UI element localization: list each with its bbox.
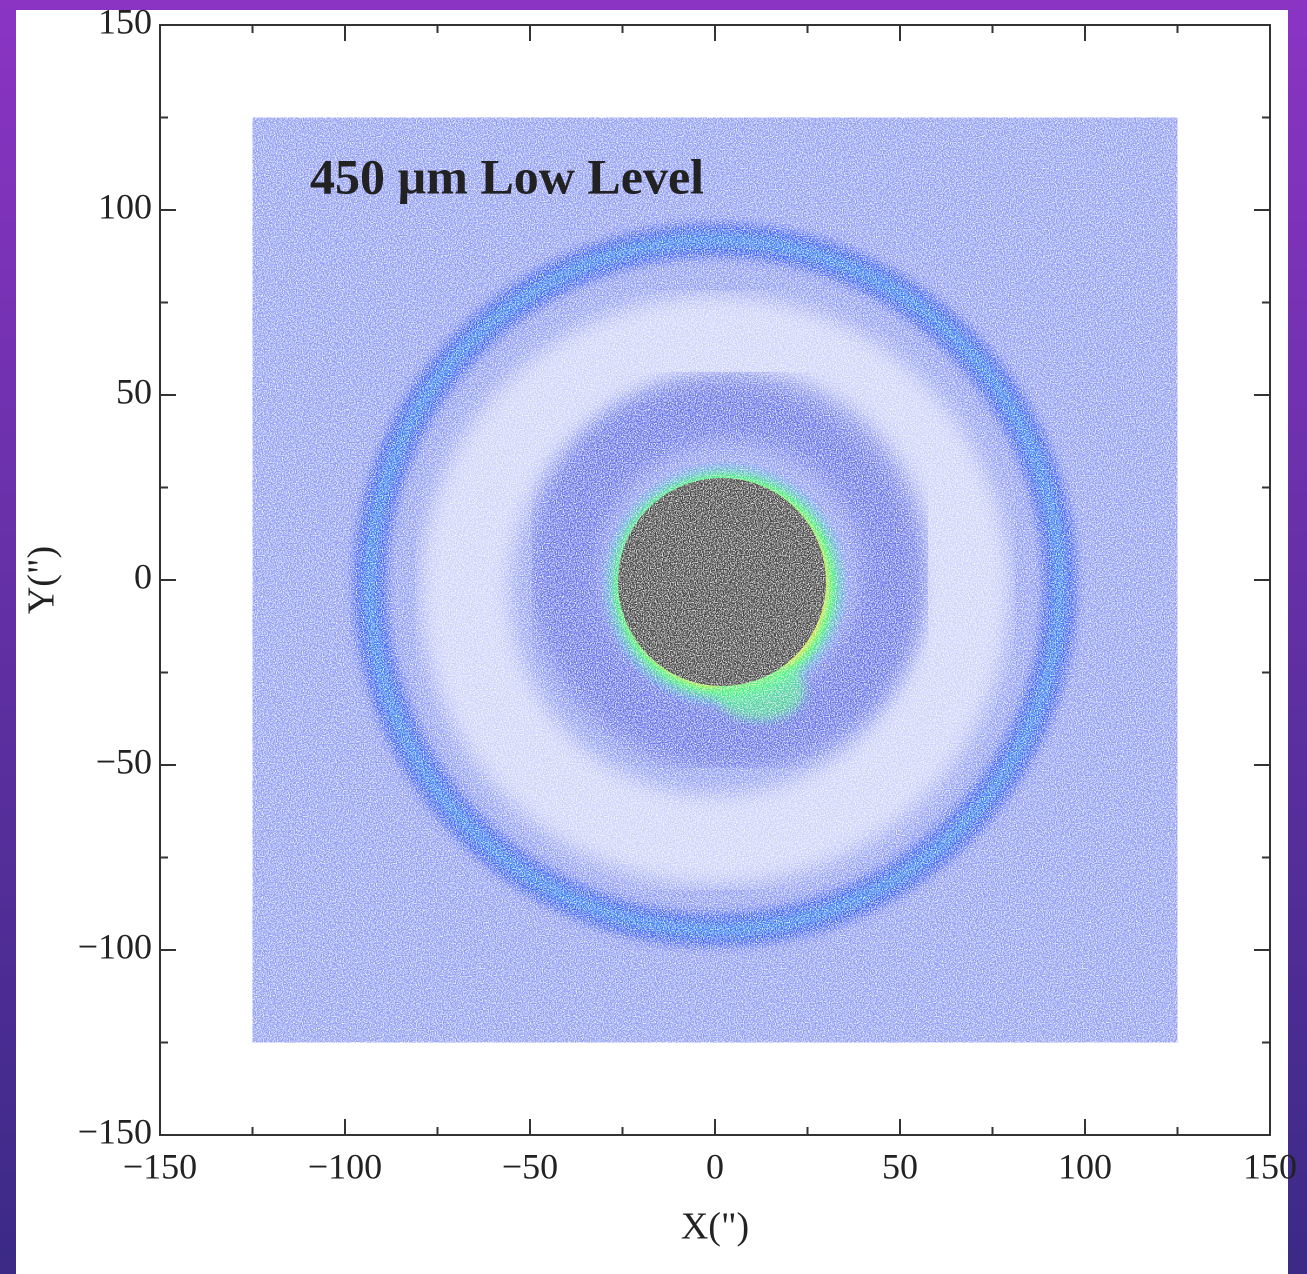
y-tick-label: 0 [134, 556, 152, 596]
y-tick-label: −100 [78, 926, 152, 966]
x-tick-label: 50 [882, 1146, 918, 1186]
y-tick-label: 100 [98, 186, 152, 226]
y-tick-label: −50 [96, 741, 152, 781]
y-tick-label: 50 [116, 371, 152, 411]
y-axis-label: Y(") [21, 546, 63, 614]
y-tick-label: −150 [78, 1111, 152, 1151]
x-tick-label: −100 [308, 1146, 382, 1186]
x-tick-label: −50 [502, 1146, 558, 1186]
y-tick-label: 150 [98, 1, 152, 41]
heatmap-image [252, 117, 1178, 1043]
image-noise [252, 117, 1178, 1043]
x-axis-label: X(") [681, 1206, 749, 1248]
x-tick-label: 100 [1058, 1146, 1112, 1186]
x-tick-label: 150 [1243, 1146, 1297, 1186]
x-tick-label: −150 [123, 1146, 197, 1186]
x-tick-label: 0 [706, 1146, 724, 1186]
annotation: 450 µm Low Level [310, 148, 704, 204]
